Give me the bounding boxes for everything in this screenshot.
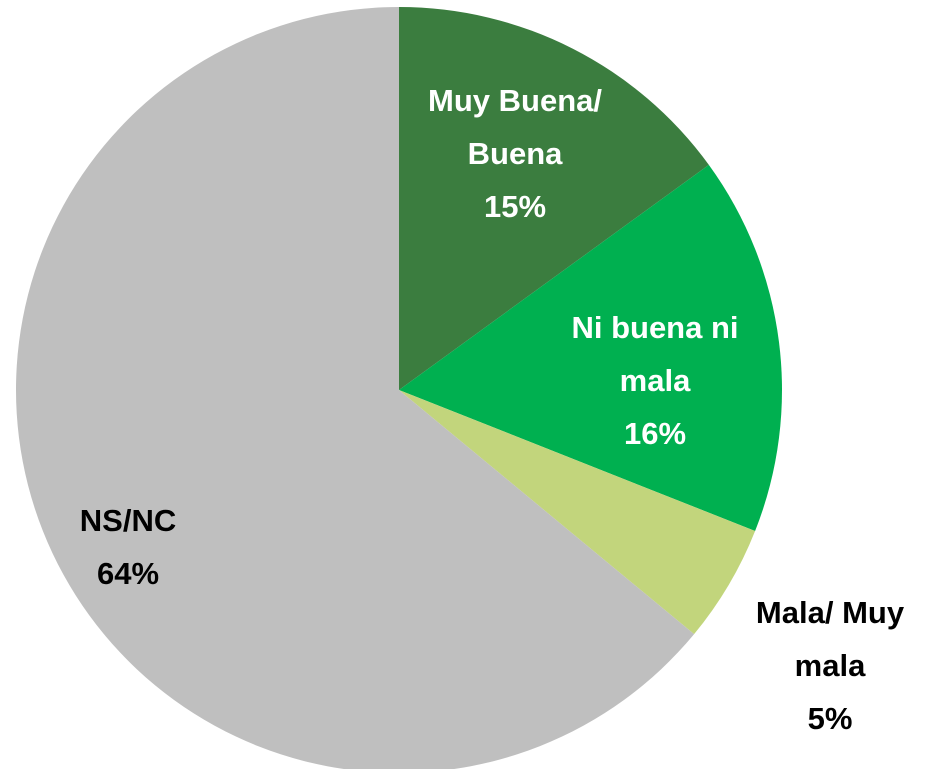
pie-slice <box>399 390 756 635</box>
slice-label: Ni buena ni mala 16% <box>555 301 755 460</box>
category-label: Muy Buena/ Buena <box>428 83 602 171</box>
slice-label: Muy Buena/ Buena 15% <box>395 74 635 233</box>
pie-slice <box>16 7 695 769</box>
value-label: 16% <box>623 416 687 451</box>
slice-label: Mala/ Muy mala 5% <box>725 586 935 745</box>
pie-slice <box>399 164 782 531</box>
slice-label: NS/NC 64% <box>28 494 228 600</box>
category-label: Ni buena ni mala <box>571 310 739 398</box>
value-label: 15% <box>483 189 547 224</box>
category-label: Mala/ Muy mala <box>755 595 905 683</box>
value-label: 5% <box>807 701 853 736</box>
category-label: NS/NC <box>79 503 177 538</box>
value-label: 64% <box>96 556 160 591</box>
pie-slice <box>399 7 709 390</box>
